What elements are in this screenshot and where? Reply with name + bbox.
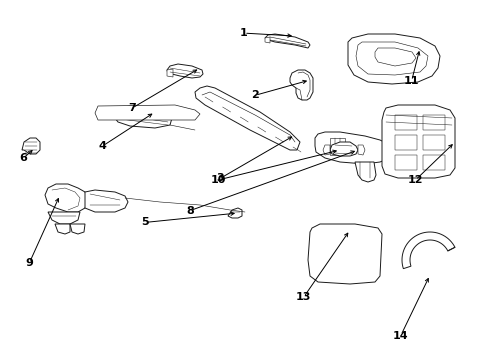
Polygon shape bbox=[45, 184, 88, 212]
Polygon shape bbox=[330, 138, 345, 155]
Text: 10: 10 bbox=[210, 175, 226, 185]
Polygon shape bbox=[423, 135, 445, 150]
Polygon shape bbox=[265, 34, 310, 48]
Polygon shape bbox=[85, 190, 128, 212]
Polygon shape bbox=[395, 135, 417, 150]
Polygon shape bbox=[395, 115, 417, 130]
Text: 2: 2 bbox=[251, 90, 259, 100]
Polygon shape bbox=[167, 64, 203, 78]
Polygon shape bbox=[265, 37, 270, 43]
Polygon shape bbox=[423, 155, 445, 170]
Polygon shape bbox=[423, 115, 445, 130]
Polygon shape bbox=[48, 212, 80, 224]
Polygon shape bbox=[115, 106, 172, 128]
Polygon shape bbox=[22, 138, 40, 154]
Polygon shape bbox=[195, 86, 300, 150]
Text: 5: 5 bbox=[141, 217, 148, 228]
Text: 13: 13 bbox=[296, 292, 312, 302]
Polygon shape bbox=[70, 224, 85, 234]
Text: 6: 6 bbox=[19, 153, 27, 163]
Polygon shape bbox=[167, 69, 173, 77]
Polygon shape bbox=[55, 224, 70, 234]
Polygon shape bbox=[290, 70, 313, 100]
Polygon shape bbox=[358, 145, 365, 155]
Polygon shape bbox=[98, 108, 115, 116]
Text: 14: 14 bbox=[393, 330, 409, 341]
Text: 7: 7 bbox=[128, 103, 136, 113]
Text: 3: 3 bbox=[217, 173, 224, 183]
Text: 4: 4 bbox=[99, 141, 107, 151]
Text: 8: 8 bbox=[186, 206, 194, 216]
Polygon shape bbox=[95, 105, 200, 120]
Text: 9: 9 bbox=[25, 258, 33, 268]
Polygon shape bbox=[395, 155, 417, 170]
Polygon shape bbox=[323, 145, 330, 155]
Polygon shape bbox=[348, 34, 440, 84]
Text: 1: 1 bbox=[240, 28, 248, 38]
Polygon shape bbox=[375, 48, 416, 66]
Polygon shape bbox=[356, 42, 428, 75]
Polygon shape bbox=[228, 208, 242, 218]
Text: 12: 12 bbox=[408, 175, 423, 185]
Polygon shape bbox=[308, 224, 382, 284]
Polygon shape bbox=[382, 105, 455, 178]
Polygon shape bbox=[355, 162, 376, 182]
Polygon shape bbox=[402, 232, 455, 269]
Polygon shape bbox=[315, 132, 392, 164]
Polygon shape bbox=[330, 142, 358, 156]
Bar bbox=[338, 272, 362, 282]
Text: 11: 11 bbox=[404, 76, 419, 86]
